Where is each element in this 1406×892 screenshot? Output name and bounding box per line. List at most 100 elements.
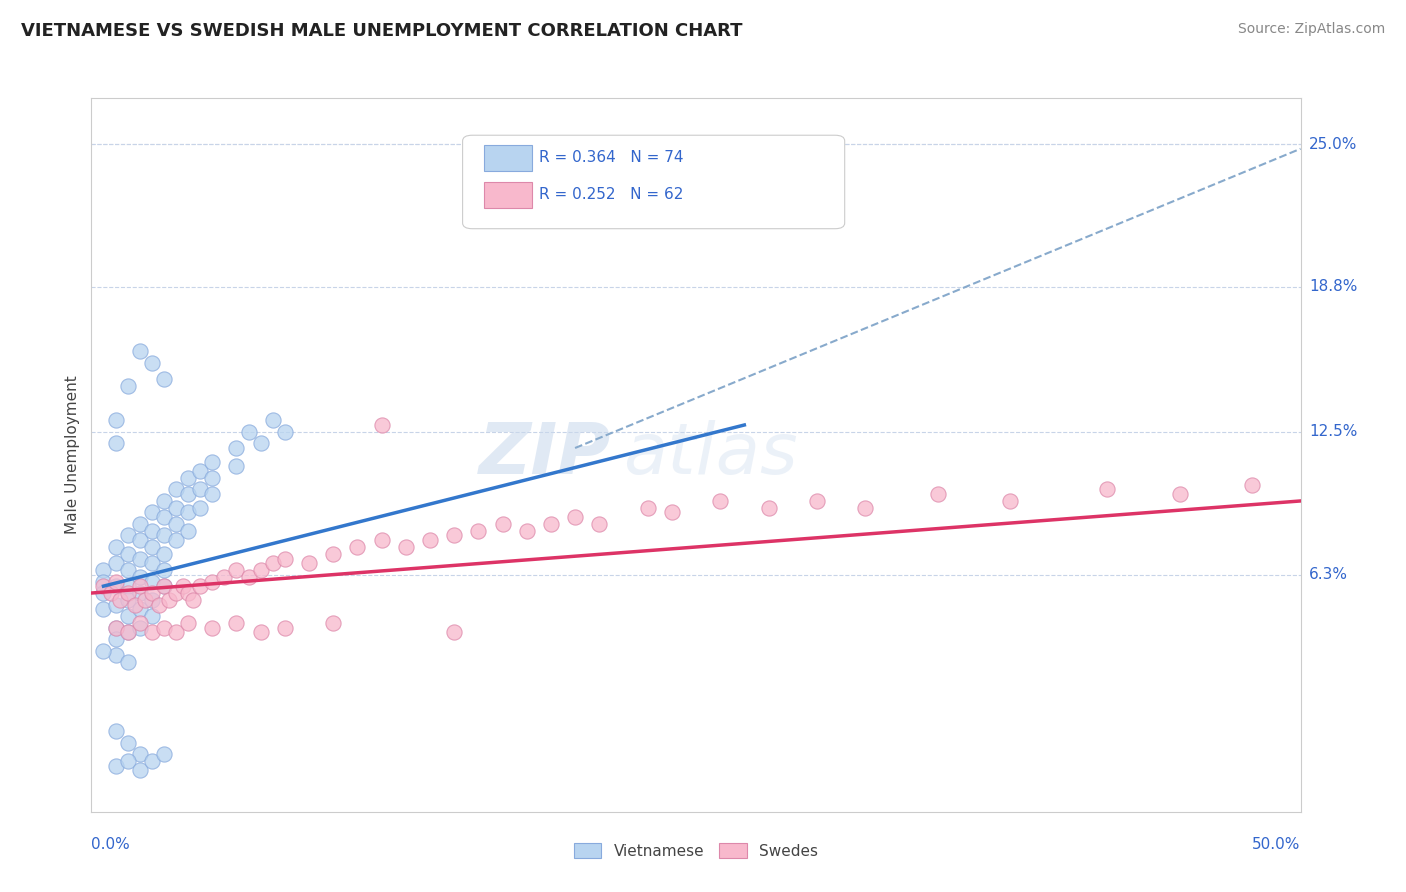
Point [141,506,163,520]
Point [117,379,139,393]
Point [274,551,297,566]
Point [128,621,150,635]
Point [117,579,139,593]
Point [322,547,344,561]
Point [249,563,271,577]
FancyBboxPatch shape [484,145,531,171]
Point [188,483,211,497]
Point [214,570,236,584]
Point [134,593,156,607]
Point [262,413,284,427]
Point [153,579,176,593]
Point [853,500,876,515]
Point [104,758,127,772]
Point [346,540,368,554]
Point [128,579,150,593]
Point [238,425,260,439]
Point [153,621,176,635]
Point [93,574,115,589]
Text: 6.3%: 6.3% [1309,567,1348,582]
Point [148,598,170,612]
Point [274,621,297,635]
Point [141,593,163,607]
Point [177,615,200,630]
Point [117,625,139,640]
Point [128,747,150,761]
Point [141,586,163,600]
Point [153,547,176,561]
Text: 0.0%: 0.0% [91,837,131,852]
Point [225,441,247,455]
Point [201,621,224,635]
Point [93,586,115,600]
Point [165,483,187,497]
Point [588,516,610,531]
Point [104,574,127,589]
Text: R = 0.252   N = 62: R = 0.252 N = 62 [538,187,683,202]
Point [165,533,187,547]
Point [927,487,949,501]
Point [443,625,465,640]
Text: 50.0%: 50.0% [1253,837,1301,852]
Point [181,593,204,607]
Point [637,500,659,515]
Point [104,621,127,635]
Point [104,598,127,612]
Point [104,724,127,739]
Text: R = 0.364   N = 74: R = 0.364 N = 74 [538,150,683,165]
Point [128,570,150,584]
Point [128,551,150,566]
Text: Source: ZipAtlas.com: Source: ZipAtlas.com [1237,22,1385,37]
Point [104,413,127,427]
FancyBboxPatch shape [484,182,531,208]
Point [467,524,489,538]
Point [128,602,150,616]
Point [157,593,180,607]
Point [564,510,586,524]
Point [124,598,146,612]
Text: 25.0%: 25.0% [1309,136,1357,152]
Point [117,547,139,561]
Point [117,586,139,600]
Point [165,586,187,600]
Point [188,579,211,593]
Point [177,586,200,600]
Point [249,436,271,450]
Point [516,524,538,538]
Point [225,563,247,577]
Point [128,764,150,778]
Point [141,609,163,624]
Point [370,533,392,547]
Point [661,506,683,520]
Point [153,579,176,593]
Point [141,540,163,554]
Point [128,344,150,359]
Point [117,593,139,607]
Point [128,615,150,630]
Point [298,556,321,570]
Point [1000,494,1022,508]
Point [110,593,132,607]
Point [491,516,513,531]
Point [153,510,176,524]
Point [201,471,224,485]
Point [104,436,127,450]
Point [93,563,115,577]
Point [419,533,441,547]
Point [274,425,297,439]
Point [806,494,828,508]
Text: ZIP: ZIP [479,420,612,490]
Point [117,528,139,542]
Point [177,524,200,538]
Point [153,494,176,508]
Point [177,487,200,501]
Point [238,570,260,584]
Point [141,625,163,640]
Point [153,528,176,542]
Point [165,500,187,515]
Point [1241,478,1264,492]
Point [201,487,224,501]
Point [177,471,200,485]
Text: 18.8%: 18.8% [1309,279,1357,294]
Point [153,372,176,386]
